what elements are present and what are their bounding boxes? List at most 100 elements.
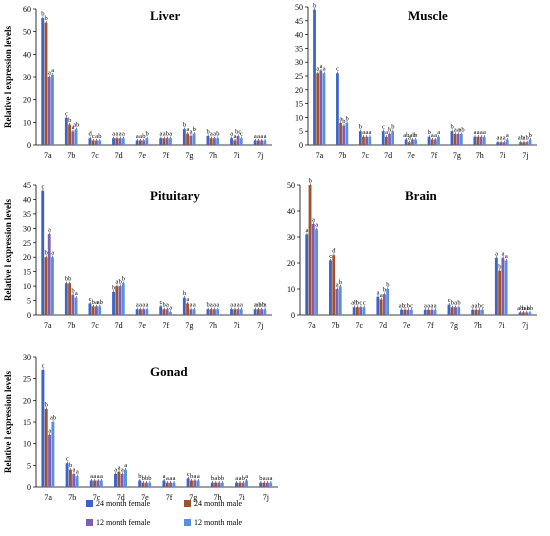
significance-letter: a (239, 475, 242, 482)
bar (182, 129, 186, 145)
bar (427, 309, 430, 315)
bar (216, 309, 220, 315)
x-tick-label: 7g (185, 321, 193, 330)
bar (186, 478, 190, 487)
bar (48, 435, 52, 487)
x-tick-label: 7g (450, 321, 458, 330)
legend-swatch (86, 519, 93, 526)
significance-letter: b (148, 475, 151, 482)
significance-letter: b (145, 475, 148, 482)
x-tick-label: 7i (500, 151, 507, 160)
significance-letter: a (315, 222, 318, 229)
bar (339, 122, 342, 145)
x-tick-label: 7h (476, 151, 484, 160)
bar (91, 306, 95, 315)
significance-letter: b (183, 290, 186, 297)
significance-letter: a (503, 135, 506, 142)
significance-letter: ab (410, 132, 416, 139)
x-tick-label: 7c (361, 151, 369, 160)
bar (213, 309, 216, 315)
bar (210, 482, 214, 487)
y-tick-label: 50 (23, 28, 31, 37)
y-tick-label: 30 (295, 58, 303, 67)
x-tick-label: 7g (189, 493, 197, 502)
significance-letter: b (457, 300, 460, 307)
significance-letter: a (312, 217, 315, 224)
significance-letter: ab (403, 132, 409, 139)
bar (316, 73, 320, 145)
x-tick-label: 7i (233, 151, 240, 160)
bar (411, 139, 414, 145)
y-tick-label: 20 (295, 86, 303, 95)
bar (192, 309, 196, 315)
bar (322, 73, 326, 145)
bar (145, 138, 149, 145)
x-tick-label: 7f (427, 321, 434, 330)
significance-letter: a (173, 475, 176, 482)
bar (51, 422, 55, 487)
significance-letter: a (336, 282, 339, 289)
y-tick-label: 0 (27, 141, 31, 150)
significance-letter: a (186, 296, 189, 303)
y-tick-label: 40 (23, 50, 31, 59)
y-tick-label: 0 (291, 311, 295, 320)
significance-letter: c (410, 302, 413, 309)
significance-letter: a (306, 227, 309, 234)
significance-letter: a (210, 131, 213, 138)
bar (206, 135, 210, 145)
bar (95, 306, 98, 315)
y-axis-label: Relative l expression levels (3, 198, 13, 301)
bar (528, 312, 532, 315)
significance-letter: ab (50, 415, 56, 422)
y-tick-label: 10 (23, 282, 31, 291)
significance-letter: b (45, 402, 48, 409)
significance-letter: a (190, 128, 193, 135)
bar (95, 140, 98, 145)
x-tick-label: 7c (91, 151, 99, 160)
significance-letter: c (187, 471, 190, 478)
bar (260, 309, 264, 315)
bar (362, 136, 365, 145)
significance-letter: c (329, 253, 332, 260)
significance-letter: ab (399, 302, 405, 309)
y-tick-label: 45 (295, 17, 303, 26)
significance-letter: b (45, 15, 48, 22)
bar (433, 139, 437, 145)
significance-letter: a (216, 302, 219, 309)
bar (214, 482, 218, 487)
bar (220, 482, 224, 487)
bar (135, 309, 139, 315)
bar (142, 140, 146, 145)
bar (44, 257, 48, 315)
x-tick-label: 7c (93, 493, 101, 502)
bar (481, 309, 484, 315)
bar (256, 309, 260, 315)
bar (233, 309, 237, 315)
y-tick-label: 30 (23, 73, 31, 82)
bar (118, 286, 122, 315)
bar (41, 190, 45, 315)
bar (253, 140, 257, 145)
significance-letter: a (51, 250, 54, 257)
x-tick-label: 7d (117, 493, 125, 502)
significance-letter: ab (97, 299, 103, 306)
significance-letter: a (477, 129, 480, 136)
y-tick-label: 25 (23, 375, 31, 384)
bar (391, 131, 395, 145)
significance-letter: b (356, 300, 359, 307)
bar (159, 306, 163, 315)
significance-letter: a (48, 428, 51, 435)
bar (329, 260, 332, 315)
significance-letter: a (471, 302, 474, 309)
y-tick-label: 5 (299, 127, 303, 136)
y-tick-label: 40 (23, 195, 31, 204)
bar (498, 270, 502, 315)
y-tick-label: 15 (23, 268, 31, 277)
bar (68, 124, 71, 145)
bar (342, 125, 346, 145)
legend-label: 12 month female (96, 518, 151, 527)
bar (189, 135, 193, 145)
significance-letter: a (254, 133, 257, 140)
bar (338, 286, 342, 315)
